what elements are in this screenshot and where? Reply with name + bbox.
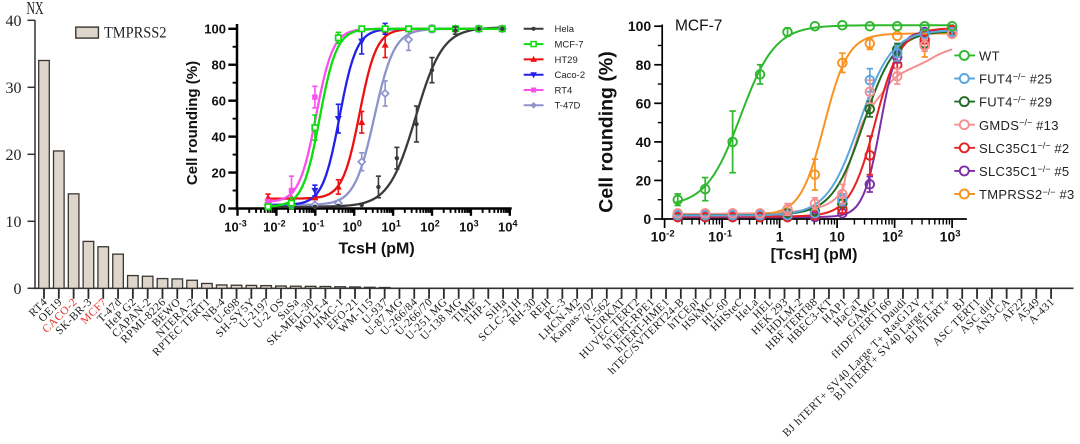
svg-text:TMPRSS2: TMPRSS2 <box>104 25 167 42</box>
svg-text:40: 40 <box>636 134 652 150</box>
svg-text:10-2: 10-2 <box>263 219 285 235</box>
svg-text:Cell rounding (%): Cell rounding (%) <box>596 51 618 212</box>
svg-text:20: 20 <box>636 172 652 188</box>
svg-text:10-1: 10-1 <box>708 228 733 244</box>
svg-text:TMPRSS2−/− #3: TMPRSS2−/− #3 <box>979 187 1075 202</box>
svg-text:102: 102 <box>882 228 903 244</box>
svg-text:10: 10 <box>6 214 22 231</box>
svg-text:RT4: RT4 <box>555 85 573 96</box>
svg-text:GMDS−/− #13: GMDS−/− #13 <box>979 118 1059 133</box>
svg-text:0: 0 <box>219 201 226 216</box>
svg-text:WT: WT <box>979 49 1000 64</box>
svg-text:40: 40 <box>6 13 22 30</box>
svg-text:TcsH (pM): TcsH (pM) <box>339 241 415 258</box>
svg-text:SLC35C1−/− #5: SLC35C1−/− #5 <box>979 164 1069 179</box>
svg-text:100: 100 <box>628 18 652 34</box>
svg-text:MCF-7: MCF-7 <box>675 18 722 35</box>
svg-text:Cell rounding (%): Cell rounding (%) <box>184 61 201 185</box>
svg-text:60: 60 <box>636 95 652 111</box>
svg-text:102: 102 <box>420 219 439 235</box>
svg-text:60: 60 <box>212 93 226 108</box>
svg-text:10-2: 10-2 <box>651 228 675 244</box>
svg-text:0: 0 <box>14 281 22 298</box>
svg-text:NX: NX <box>27 0 44 18</box>
svg-text:HT29: HT29 <box>555 55 578 66</box>
svg-text:40: 40 <box>212 129 226 144</box>
svg-text:FUT4−/− #29: FUT4−/− #29 <box>979 95 1052 110</box>
svg-text:Caco-2: Caco-2 <box>555 70 586 81</box>
svg-text:80: 80 <box>636 57 652 73</box>
svg-text:104: 104 <box>498 219 517 235</box>
svg-text:101: 101 <box>381 219 400 235</box>
svg-text:Hela: Hela <box>555 24 575 35</box>
svg-text:10-3: 10-3 <box>224 219 246 235</box>
svg-text:80: 80 <box>212 57 226 72</box>
svg-text:10-1: 10-1 <box>302 219 324 235</box>
svg-text:30: 30 <box>6 80 22 97</box>
svg-text:0: 0 <box>643 211 651 227</box>
svg-text:MCF-7: MCF-7 <box>555 40 584 51</box>
svg-text:[TcsH] (pM): [TcsH] (pM) <box>771 246 858 263</box>
svg-text:1: 1 <box>776 228 784 244</box>
svg-text:20: 20 <box>6 147 22 164</box>
svg-text:103: 103 <box>459 219 478 235</box>
svg-text:100: 100 <box>342 219 361 235</box>
svg-text:20: 20 <box>212 165 226 180</box>
svg-text:103: 103 <box>940 228 961 244</box>
svg-text:10: 10 <box>829 228 845 244</box>
svg-text:100: 100 <box>204 22 226 37</box>
svg-text:T-47D: T-47D <box>555 101 581 112</box>
svg-text:SLC35C1−/− #2: SLC35C1−/− #2 <box>979 141 1069 156</box>
svg-text:FUT4−/− #25: FUT4−/− #25 <box>979 71 1052 86</box>
